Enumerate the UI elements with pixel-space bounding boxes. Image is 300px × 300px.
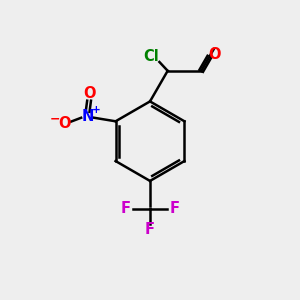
Text: F: F	[121, 201, 130, 216]
Text: −: −	[50, 112, 61, 125]
Text: F: F	[145, 222, 155, 237]
Text: F: F	[169, 201, 179, 216]
Text: Cl: Cl	[144, 49, 159, 64]
Text: N: N	[81, 109, 94, 124]
Text: O: O	[58, 116, 71, 130]
Text: O: O	[208, 47, 221, 62]
Text: O: O	[83, 86, 95, 101]
Text: +: +	[92, 104, 100, 115]
